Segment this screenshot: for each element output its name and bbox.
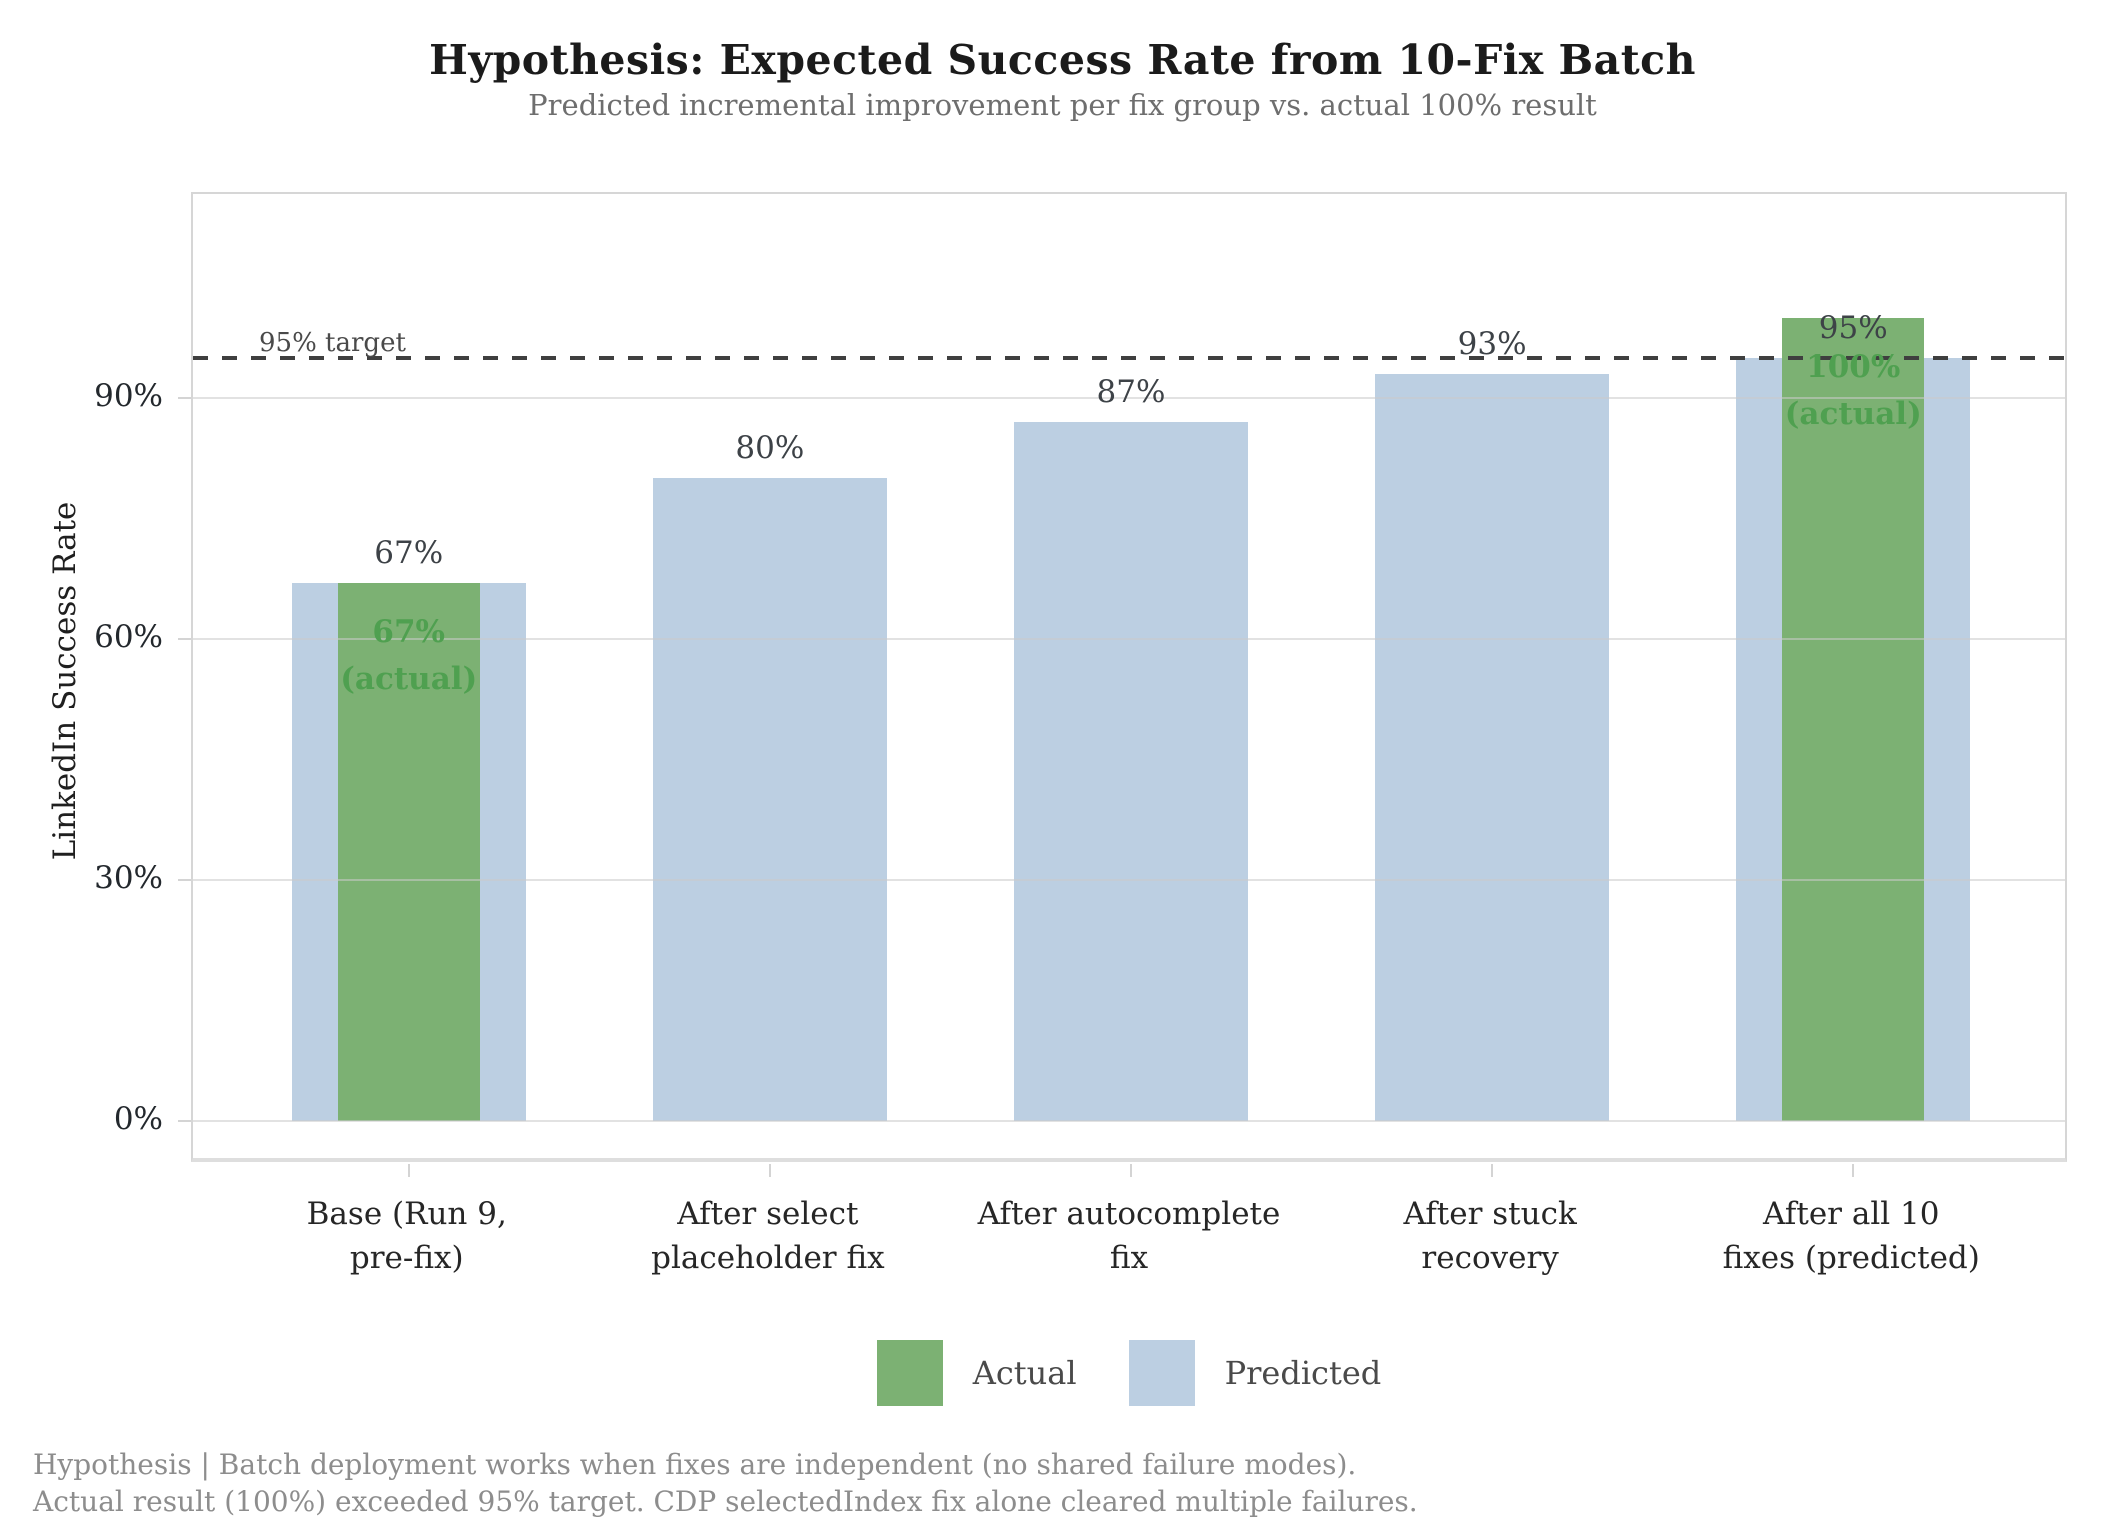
actual-inside-label-4: 100% (actual) (1785, 344, 1922, 438)
legend-item-predicted: Predicted (1128, 1340, 1382, 1406)
target-line-95 (193, 355, 2065, 360)
chart-title: Hypothesis: Expected Success Rate from 1… (429, 36, 1696, 84)
bar-predicted-2 (1014, 422, 1248, 1121)
x-category-label-line: After autocomplete (977, 1196, 1281, 1232)
x-category-label-line: After all 10 (1763, 1196, 1940, 1232)
legend: Actual Predicted (191, 1340, 2067, 1406)
x-category-label-2: After autocomplete fix (978, 1192, 1281, 1280)
bar-predicted-3 (1375, 373, 1610, 1121)
x-axis-tick-1 (768, 1164, 771, 1177)
value-label-3: 93% (1457, 325, 1527, 362)
bar-actual-0 (337, 582, 480, 1121)
value-label-2: 87% (1096, 374, 1166, 411)
chart-subtitle: Predicted incremental improvement per fi… (528, 88, 1597, 122)
footer-note: Hypothesis | Batch deployment works when… (33, 1446, 1418, 1520)
plot-area: 95% target 67% 80% 87% 93% 95% 67% (actual) 100%… (178, 192, 2067, 1177)
actual-inside-label-line: 100% (1806, 348, 1901, 385)
x-axis-tick-4 (1852, 1164, 1855, 1177)
y-tick-label-60%: 60% (94, 618, 163, 655)
legend-label-actual: Actual (972, 1354, 1077, 1392)
x-axis-tick-0 (407, 1164, 410, 1177)
y-axis-tick-30% (178, 878, 191, 881)
footer-line-2: Actual result (100%) exceeded 95% target… (33, 1485, 1418, 1518)
target-line-label: 95% target (259, 327, 406, 358)
legend-item-actual: Actual (876, 1340, 1077, 1406)
y-tick-label-30%: 30% (94, 859, 163, 896)
gridline-90% (193, 396, 2065, 399)
value-label-1: 80% (735, 430, 805, 467)
gridline-30% (193, 878, 2065, 881)
y-axis-tick-90% (178, 396, 191, 399)
value-label-4: 95% (1818, 309, 1888, 346)
x-axis-tick-2 (1130, 1164, 1132, 1177)
legend-swatch-actual (876, 1340, 943, 1406)
actual-inside-label-0: 67% (actual) (340, 609, 477, 703)
x-category-label-3: After stuck recovery (1403, 1192, 1576, 1280)
actual-inside-label-line: 67% (372, 613, 446, 650)
x-category-label-line: After select (677, 1196, 859, 1232)
gridline-0% (193, 1119, 2065, 1122)
actual-inside-label-line: (actual) (1784, 395, 1922, 432)
y-axis-tick-60% (178, 637, 191, 640)
y-tick-label-90%: 90% (94, 377, 163, 414)
y-axis-tick-0% (178, 1119, 191, 1122)
legend-label-predicted: Predicted (1224, 1354, 1382, 1392)
x-category-label-line: Base (Run 9, (306, 1196, 507, 1232)
x-axis-tick-3 (1491, 1164, 1494, 1177)
x-category-label-line: fix (1109, 1240, 1149, 1276)
x-category-label-line: After stuck (1403, 1196, 1577, 1232)
x-category-label-line: fixes (predicted) (1722, 1240, 1980, 1276)
x-category-label-4: After all 10 fixes (predicted) (1723, 1192, 1980, 1280)
bar-actual-4 (1782, 317, 1925, 1121)
legend-swatch-predicted (1128, 1340, 1195, 1406)
actual-inside-label-line: (actual) (340, 660, 478, 697)
value-label-0: 67% (374, 534, 444, 571)
y-tick-label-0%: 0% (113, 1100, 163, 1137)
x-category-label-0: Base (Run 9, pre-fix) (307, 1192, 507, 1280)
x-category-label-line: placeholder fix (651, 1240, 885, 1276)
footer-line-1: Hypothesis | Batch deployment works when… (33, 1448, 1357, 1481)
bar-predicted-1 (652, 478, 887, 1121)
x-category-label-line: recovery (1421, 1240, 1559, 1276)
gridline-60% (193, 637, 2065, 640)
x-category-label-1: After select placeholder fix (651, 1192, 885, 1280)
y-axis-title: LinkedIn Success Rate (47, 501, 83, 861)
x-category-label-line: pre-fix) (349, 1240, 464, 1276)
